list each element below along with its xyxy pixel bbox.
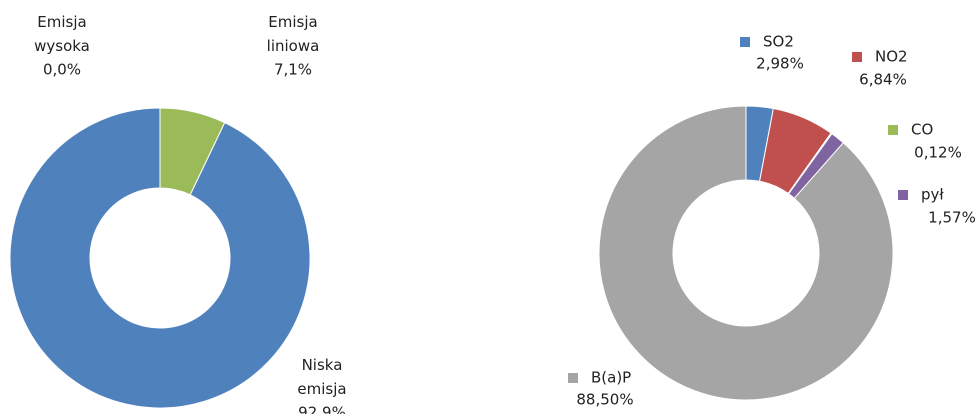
legend-label: pył [921,186,944,204]
slice [9,107,311,409]
label-line: emisja [297,380,346,398]
label-line: Niska [302,356,343,374]
legend-marker [740,37,750,47]
slice-label: Niska emisja [297,356,346,398]
value-label: 2,98% [756,55,804,73]
value-label: 0,12% [914,144,962,162]
legend-label: CO [911,121,933,139]
value-label: 88,50% [576,391,633,409]
value-label: 92,9% [298,404,346,414]
legend-label: NO2 [875,48,908,66]
legend-label: SO2 [763,33,794,51]
legend-label: B(a)P [591,369,631,387]
slice-label: Emisja liniowa [267,13,320,55]
value-label: 6,84% [859,71,907,89]
label-line: Emisja [268,13,317,31]
value-label: 1,57% [928,209,976,227]
legend-marker [568,373,578,383]
legend-marker [888,125,898,135]
legend-marker [852,52,862,62]
label-line: wysoka [34,37,90,55]
value-label: 7,1% [274,61,312,79]
label-line: Emisja [37,13,86,31]
slice [598,105,894,401]
value-label: 0,0% [43,61,81,79]
label-line: liniowa [267,37,320,55]
slice-label: Emisja wysoka [34,13,90,55]
legend-marker [898,190,908,200]
